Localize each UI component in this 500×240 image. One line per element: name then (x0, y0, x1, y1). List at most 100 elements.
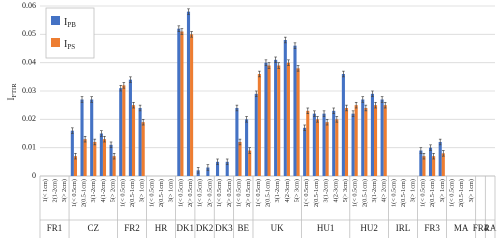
x-tick-label: 1(< 0.5cm) (177, 179, 184, 207)
x-tick-label: 4(2-3cm) (332, 179, 339, 202)
x-tick-label: 3(1-2cm) (371, 179, 378, 202)
x-tick-label: 1(< 0.5cm) (216, 179, 223, 207)
x-tick-label: 1(< 1cm) (42, 179, 49, 202)
x-tick-label: 3(> 1cm) (139, 179, 146, 202)
x-tick-label: 4(> 2cm) (381, 179, 388, 202)
bar (93, 142, 97, 176)
bar (277, 65, 281, 176)
bar (422, 156, 426, 176)
group-label: FR1 (47, 223, 63, 233)
bar (303, 127, 307, 176)
y-tick-label: 0.03 (22, 86, 36, 95)
x-tick-label: 3(1-2cm) (274, 179, 281, 202)
bar (257, 74, 261, 176)
bar (322, 113, 326, 176)
bar (235, 108, 239, 176)
bar (131, 105, 136, 176)
x-tick-label: 1(< 0.5cm) (197, 179, 204, 207)
legend-swatch (51, 16, 60, 25)
y-axis-label: IFTIR (6, 83, 18, 101)
bar (73, 156, 77, 176)
bar (383, 105, 387, 176)
group-label: FR4 (473, 223, 489, 233)
y-tick-label: 0 (32, 171, 36, 180)
x-tick-label: 2(0.5-1cm) (129, 179, 136, 207)
x-tick-label: 3(> 2cm) (61, 179, 68, 202)
bar (190, 34, 194, 177)
bar (254, 93, 258, 176)
bar (274, 59, 278, 177)
group-label: HR (155, 223, 168, 233)
x-tick-label: 1(< 0.5cm) (119, 179, 126, 207)
x-tick-label: 1(< 0.5cm) (419, 179, 426, 207)
x-tick-label: 1(< 0.5cm) (71, 179, 78, 207)
legend-swatch (51, 38, 60, 47)
x-tick-label: 2(0.5-1cm) (458, 179, 465, 207)
bar (90, 99, 94, 176)
x-tick-label: 3(1-2cm) (323, 179, 330, 202)
legend-label-main: I (64, 39, 67, 50)
bar (83, 139, 87, 176)
bar (122, 85, 126, 176)
y-tick-label: 0.02 (22, 114, 36, 123)
bar (373, 105, 378, 176)
y-axis-label-sub: FTIR (11, 83, 18, 98)
x-tick-label: 2(0.5-1cm) (429, 179, 436, 207)
bar (361, 99, 365, 176)
group-label: FR2 (124, 223, 140, 233)
x-tick-label: 2(0.5-1cm) (81, 179, 88, 207)
bar (344, 108, 349, 176)
group-label: CZ (87, 223, 99, 233)
bar (335, 119, 339, 176)
x-tick-label: 2(> 0.5cm) (187, 179, 194, 207)
bar (441, 153, 445, 176)
bar (180, 31, 184, 176)
group-label: FR3 (424, 223, 440, 233)
bar (364, 108, 368, 176)
x-tick-label: 1(< 0.5cm) (303, 179, 310, 207)
x-tick-label: 1(< 0.5cm) (448, 179, 455, 207)
group-label: DK2 (196, 223, 214, 233)
bar (428, 147, 433, 176)
x-tick-label: 1(< 0.5cm) (255, 179, 262, 207)
bar (119, 88, 123, 176)
bar (306, 110, 310, 176)
bar (332, 110, 336, 176)
legend-label-sub: PB (67, 21, 76, 29)
x-tick-label: 1(< 0.5cm) (148, 179, 155, 207)
bar (351, 113, 355, 176)
bar (380, 99, 384, 176)
group-label: IRL (396, 223, 411, 233)
x-tick-label: 2(1-2cm) (52, 179, 59, 202)
bar (264, 62, 268, 176)
bar (354, 105, 358, 176)
bar (325, 122, 329, 176)
x-tick-label: 2(0.5-1cm) (313, 179, 320, 207)
bar (238, 142, 242, 176)
y-tick-label: 0.05 (22, 29, 36, 38)
x-tick-label: 4(2-3cm) (284, 179, 291, 202)
bar (186, 11, 191, 176)
bar (283, 40, 287, 176)
group-label: BE (238, 223, 250, 233)
bar (109, 144, 113, 176)
x-tick-label: 3(> 1cm) (410, 179, 417, 202)
bar (99, 133, 103, 176)
x-tick-label: 2(> 0.5cm) (245, 179, 252, 207)
bar (225, 161, 229, 176)
group-label: HU2 (360, 223, 378, 233)
y-tick-label: 0.01 (22, 142, 36, 151)
bar (80, 99, 84, 176)
legend-label: IPS (64, 39, 75, 51)
bar (245, 119, 249, 176)
x-tick-label: 3(> 1cm) (168, 179, 175, 202)
group-label: MA (454, 223, 469, 233)
x-tick-label: 1(< 0.5cm) (352, 179, 359, 207)
x-tick-label: 2(> 0.5cm) (206, 179, 213, 207)
x-tick-label: 2(0.5-1cm) (265, 179, 272, 207)
legend-label-main: I (64, 17, 67, 28)
group-label: DK3 (215, 223, 233, 233)
bar (70, 130, 74, 176)
bar (248, 150, 252, 176)
